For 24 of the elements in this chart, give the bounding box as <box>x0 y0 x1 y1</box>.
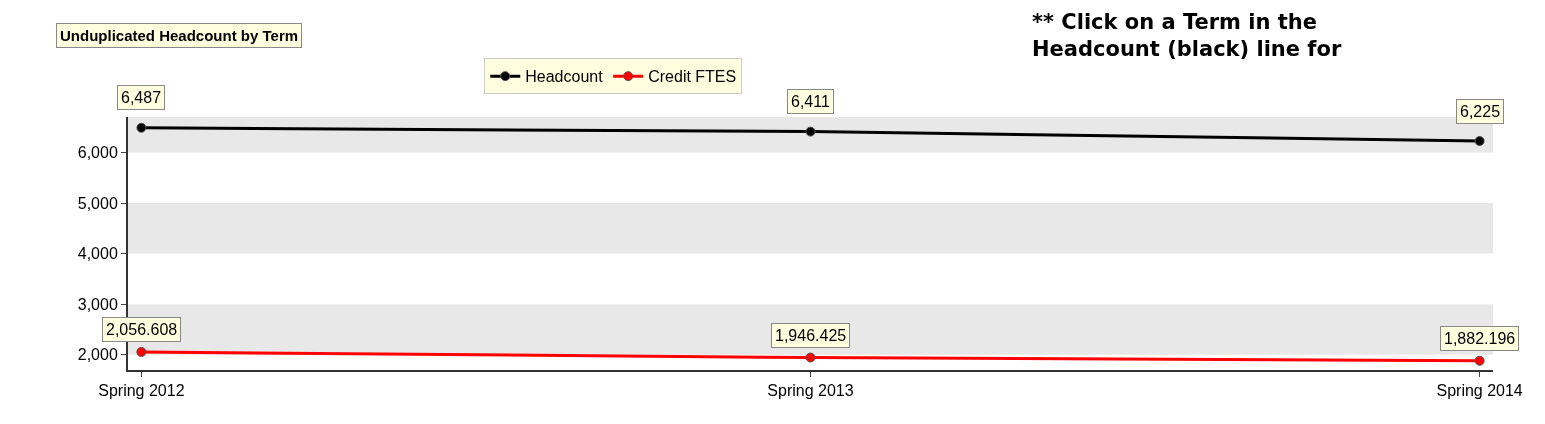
text: ** Click on a Term in the Headcount (black) line for <box>1032 10 1342 62</box>
point <box>1474 355 1485 366</box>
y-tick-label: 3,000 <box>77 295 118 313</box>
x-tick-label: Spring 2014 <box>1436 382 1523 400</box>
x-tick-label: Spring 2012 <box>98 382 185 400</box>
point <box>805 126 816 137</box>
legend-label: Credit FTES <box>648 68 737 86</box>
chart-title: Unduplicated Headcount by Term <box>60 27 299 44</box>
data-label: 1,882.196 <box>1444 330 1516 347</box>
data-label: 6,487 <box>121 89 162 106</box>
point <box>1474 136 1485 147</box>
point <box>136 346 147 357</box>
data-label: 1,946.425 <box>775 327 847 344</box>
data-label: 2,056.608 <box>106 321 178 338</box>
y-tick-label: 2,000 <box>77 346 118 364</box>
y-tick-label: 5,000 <box>77 194 118 212</box>
data-label: 6,411 <box>791 93 830 110</box>
y-tick-label: 4,000 <box>77 245 118 263</box>
point <box>805 352 816 363</box>
legend-label: Headcount <box>525 68 604 86</box>
y-tick-label: 6,000 <box>77 144 118 162</box>
data-label: 6,225 <box>1460 103 1501 120</box>
point <box>136 122 147 133</box>
x-tick-label: Spring 2013 <box>767 382 854 400</box>
